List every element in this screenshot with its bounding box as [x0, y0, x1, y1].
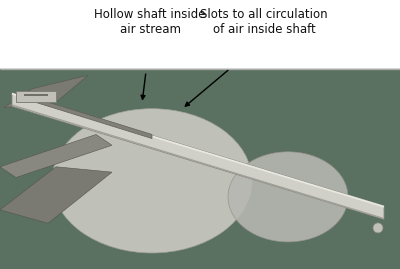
- Polygon shape: [12, 93, 384, 219]
- Ellipse shape: [228, 152, 348, 242]
- Polygon shape: [24, 95, 152, 139]
- Polygon shape: [12, 93, 384, 208]
- Ellipse shape: [52, 109, 252, 253]
- Polygon shape: [4, 75, 88, 108]
- Ellipse shape: [373, 223, 383, 233]
- Polygon shape: [0, 134, 112, 178]
- Text: Hollow shaft inside
air stream: Hollow shaft inside air stream: [94, 8, 206, 36]
- Polygon shape: [0, 167, 112, 223]
- Text: Slots to all circulation
of air inside shaft: Slots to all circulation of air inside s…: [200, 8, 328, 36]
- Polygon shape: [16, 91, 56, 102]
- Polygon shape: [12, 104, 384, 219]
- Bar: [0, 0, 400, 69]
- Polygon shape: [24, 94, 48, 96]
- Bar: [0, 69, 400, 269]
